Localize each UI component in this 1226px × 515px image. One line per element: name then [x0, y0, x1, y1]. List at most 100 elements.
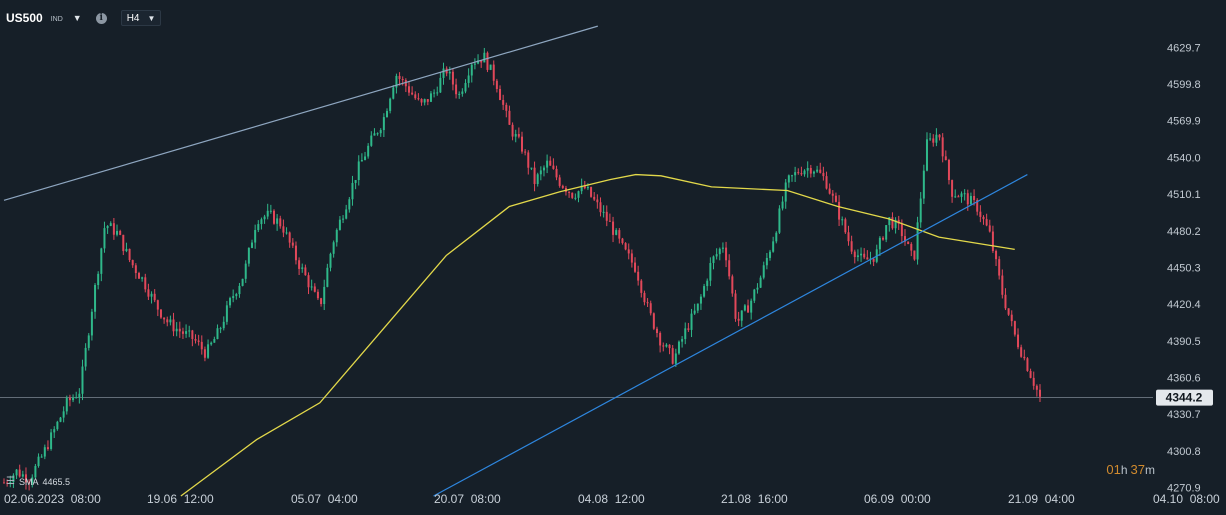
candle-body: [897, 219, 900, 224]
candle-body: [94, 285, 97, 312]
candle-body: [181, 331, 184, 334]
candle-body: [147, 289, 150, 297]
candle-body: [448, 71, 451, 74]
candle-body: [1010, 314, 1013, 322]
trendline-upper[interactable]: [3, 25, 598, 201]
candle-body: [775, 232, 778, 242]
candle-body: [395, 75, 398, 88]
candle-body: [740, 310, 743, 321]
candle-body: [90, 311, 93, 336]
candle-body: [389, 98, 392, 111]
candle-body: [62, 411, 65, 418]
candle-body: [59, 417, 62, 422]
candle-body: [398, 75, 401, 80]
candle-body: [508, 110, 511, 125]
x-tick-label: 21.08 16:00: [721, 492, 788, 506]
candle-body: [941, 137, 944, 157]
candle-body: [376, 133, 379, 135]
countdown-hours-unit: h: [1120, 463, 1128, 477]
candle-body: [304, 267, 307, 276]
candle-body: [382, 117, 385, 131]
candle-body: [715, 254, 718, 257]
candle-body: [131, 260, 134, 266]
candle-body: [608, 220, 611, 222]
candle-body: [546, 160, 549, 168]
info-icon[interactable]: i: [95, 12, 107, 24]
candle-body: [191, 330, 194, 340]
candle-body: [834, 195, 837, 202]
candle-body: [866, 257, 869, 260]
candle-body: [536, 174, 539, 185]
candle-body: [254, 230, 257, 243]
candle-body: [649, 303, 652, 314]
candle-body: [1029, 370, 1032, 378]
candle-body: [128, 248, 131, 261]
candle-body: [571, 192, 574, 198]
symbol-dropdown-icon[interactable]: ▼: [72, 13, 82, 23]
candle-body: [1004, 294, 1007, 309]
candle-body: [436, 92, 439, 94]
trendline-lower[interactable]: [433, 174, 1028, 497]
candle-body: [794, 172, 797, 176]
candle-body: [9, 482, 12, 484]
candle-body: [360, 159, 363, 162]
candle-body: [407, 86, 410, 93]
candle-body: [244, 263, 247, 279]
candle-body: [103, 228, 106, 249]
candle-body: [473, 63, 476, 65]
candle-body: [816, 169, 819, 172]
candle-body: [979, 211, 982, 217]
candle-body: [251, 242, 254, 248]
candle-body: [345, 209, 348, 219]
candle-body: [370, 135, 373, 146]
candle-body: [781, 201, 784, 209]
candle-body: [43, 447, 46, 457]
sma-legend[interactable]: ☰ SMA 4465.5: [6, 476, 70, 487]
candle-body: [747, 305, 750, 313]
symbol-name[interactable]: US500: [6, 11, 43, 25]
candle-body: [404, 80, 407, 87]
candle-body: [542, 167, 545, 171]
candle-body: [495, 80, 498, 89]
candle-body: [605, 211, 608, 221]
candle-body: [442, 68, 445, 78]
candle-body: [637, 271, 640, 281]
candle-body: [969, 195, 972, 205]
candle-body: [904, 236, 907, 242]
candle-body: [310, 286, 313, 288]
candle-body: [593, 196, 596, 200]
candle-body: [37, 456, 40, 467]
candle-body: [499, 88, 502, 100]
candle-body: [426, 99, 429, 102]
candle-body: [888, 217, 891, 226]
candle-body: [197, 340, 200, 342]
candle-body: [640, 280, 643, 293]
candle-body: [153, 293, 156, 301]
candle-body: [301, 267, 304, 269]
candle-body: [674, 353, 677, 364]
candle-body: [464, 82, 467, 92]
candle-body: [973, 195, 976, 200]
candle-body: [257, 224, 260, 231]
candle-body: [696, 303, 699, 311]
candle-body: [141, 277, 144, 279]
candle-body: [734, 293, 737, 319]
candle-body: [68, 397, 71, 401]
candle-body: [451, 71, 454, 85]
candle-body: [1023, 356, 1026, 359]
candle-body: [414, 94, 417, 99]
candle-body: [439, 77, 442, 93]
candle-body: [6, 482, 9, 484]
candle-body: [618, 230, 621, 239]
candle-body: [461, 91, 464, 94]
candle-body: [800, 173, 803, 175]
candle-body: [116, 230, 119, 235]
timeframe-value: H4: [126, 12, 140, 24]
candle-body: [976, 199, 979, 212]
candle-body: [222, 321, 225, 329]
candle-body: [574, 197, 577, 199]
timeframe-select[interactable]: H4 ▼: [120, 10, 162, 26]
candle-body: [703, 286, 706, 297]
candle-body: [31, 477, 34, 484]
